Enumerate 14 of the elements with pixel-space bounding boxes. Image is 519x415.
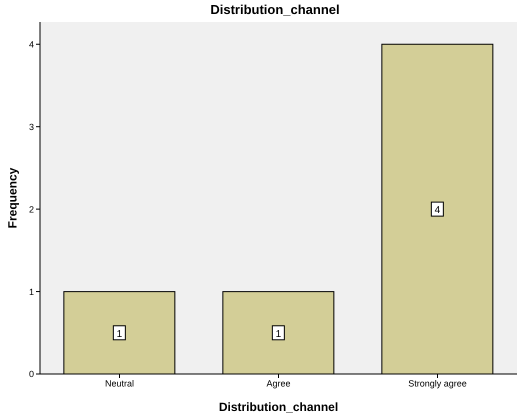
x-tick-label: Agree (266, 378, 291, 388)
y-axis-title: Frequency (5, 167, 20, 228)
chart-title: Distribution_channel (210, 2, 340, 17)
x-tick-label: Neutral (104, 378, 134, 388)
data-label: 1 (116, 328, 123, 340)
data-label: 4 (434, 205, 441, 216)
y-tick-label: 2 (28, 204, 34, 214)
y-tick-label: 3 (28, 122, 34, 132)
x-tick-label: Strongly agree (408, 378, 467, 388)
data-label: 1 (276, 328, 282, 340)
y-tick-label: 4 (28, 39, 34, 50)
y-tick-label: 1 (28, 286, 34, 297)
y-tick-label: 0 (28, 369, 34, 380)
x-axis-title: Distribution_channel (218, 400, 338, 414)
